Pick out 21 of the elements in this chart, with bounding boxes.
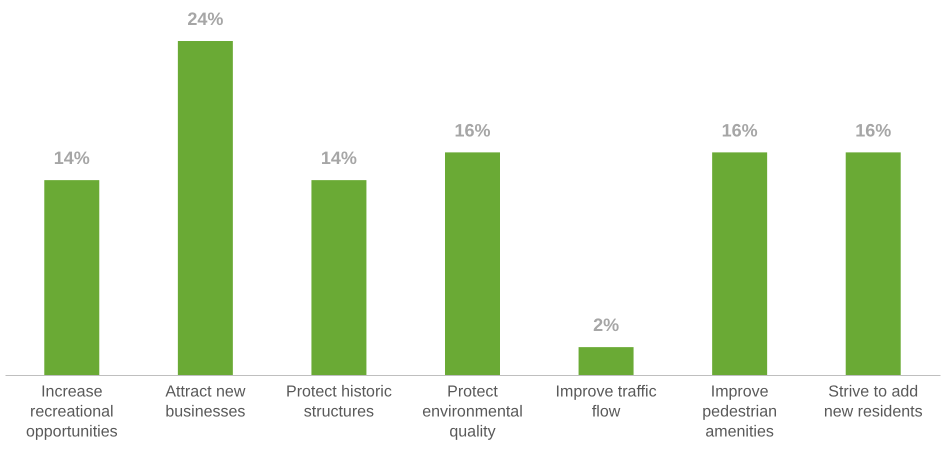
x-tick-label: Improve pedestrian amenities	[702, 384, 777, 440]
data-label: 14%	[320, 148, 357, 168]
bar	[44, 180, 100, 375]
data-label: 2%	[593, 315, 620, 336]
x-tick-label: Increase recreational opportunities	[26, 384, 118, 440]
x-tick-label: Improve traffic flow	[556, 384, 657, 420]
data-label: 14%	[54, 148, 90, 168]
data-label: 16%	[454, 120, 491, 140]
data-label: 24%	[187, 9, 224, 29]
bar	[712, 152, 768, 375]
x-tick-label: Attract new businesses	[165, 384, 246, 420]
bar	[445, 152, 500, 375]
bar	[311, 180, 366, 375]
data-label: 16%	[855, 120, 892, 140]
x-tick-label: Strive to add new residents	[824, 384, 923, 420]
data-label: 16%	[722, 120, 758, 140]
bar	[578, 347, 634, 375]
x-tick-label: Protect environmental quality	[422, 384, 523, 440]
bar	[846, 152, 901, 375]
bar	[178, 41, 233, 375]
x-tick-label: Protect historic structures	[286, 384, 392, 420]
